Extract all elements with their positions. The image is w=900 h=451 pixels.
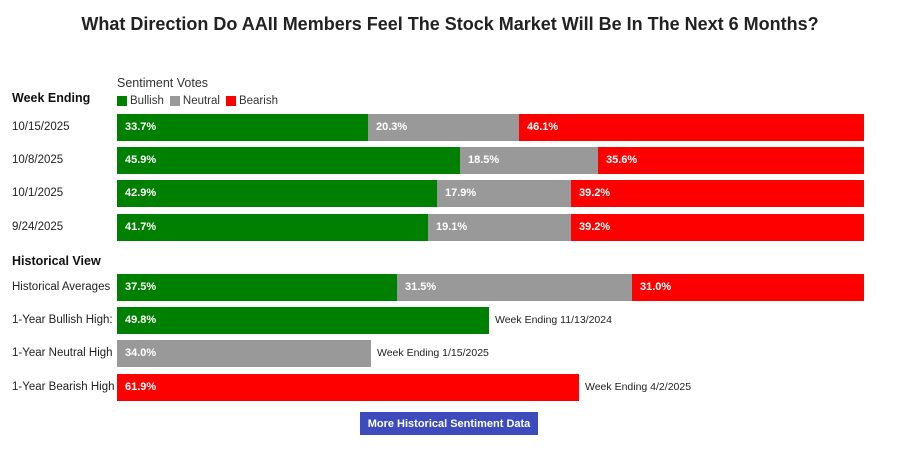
historical-averages-bar: 37.5% 31.5% 31.0% (117, 274, 864, 301)
chart-title: What Direction Do AAII Members Feel The … (81, 14, 819, 34)
more-historical-data-button[interactable]: More Historical Sentiment Data (360, 412, 538, 435)
neutral-segment: 20.3% (368, 114, 519, 141)
bullish-segment: 37.5% (117, 274, 397, 301)
bullish-segment: 41.7% (117, 214, 428, 241)
weekly-bar: 33.7% 20.3% 46.1% (117, 114, 864, 141)
bullish-high-note: Week Ending 11/13/2024 (495, 314, 612, 326)
bearish-segment: 46.1% (519, 114, 864, 141)
historical-view-heading: Historical View (12, 254, 101, 268)
week-label: 9/24/2025 (12, 221, 64, 233)
week-label: 10/8/2025 (12, 154, 64, 166)
week-ending-heading: Week Ending (12, 91, 91, 105)
bearish-high-bar: 61.9% (117, 374, 579, 401)
legend-item-bullish: Bullish (117, 95, 164, 107)
neutral-high-bar: 34.0% (117, 340, 371, 367)
weekly-bar: 42.9% 17.9% 39.2% (117, 180, 864, 207)
bearish-segment: 39.2% (571, 214, 864, 241)
legend-title: Sentiment Votes (117, 76, 209, 90)
bullish-high-bar: 49.8% (117, 307, 489, 334)
legend-item-bearish: Bearish (225, 95, 278, 107)
neutral-segment: 19.1% (428, 214, 571, 241)
legend: Bullish Neutral Bearish (117, 95, 278, 107)
neutral-segment: 17.9% (437, 180, 571, 207)
bearish-segment: 31.0% (632, 274, 864, 301)
bullish-segment: 45.9% (117, 147, 460, 174)
neutral-high-label: 1-Year Neutral High (12, 347, 113, 359)
legend-swatch-bullish (117, 96, 127, 106)
bearish-segment: 35.6% (598, 147, 864, 174)
weekly-bar: 41.7% 19.1% 39.2% (117, 214, 864, 241)
bearish-high-note: Week Ending 4/2/2025 (585, 381, 692, 393)
legend-label-bullish: Bullish (130, 95, 164, 107)
bullish-segment: 42.9% (117, 180, 437, 207)
legend-label-neutral: Neutral (182, 95, 220, 107)
neutral-segment: 31.5% (397, 274, 632, 301)
legend-swatch-bearish (225, 96, 236, 106)
legend-label-bearish: Bearish (238, 95, 278, 107)
week-label: 10/1/2025 (12, 187, 64, 199)
historical-averages-label: Historical Averages (12, 281, 111, 293)
weekly-bar: 45.9% 18.5% 35.6% (117, 147, 864, 174)
bearish-high-label: 1-Year Bearish High (12, 381, 115, 393)
bearish-segment: 39.2% (571, 180, 864, 207)
neutral-high-note: Week Ending 1/15/2025 (377, 347, 489, 359)
bullish-segment: 33.7% (117, 114, 368, 141)
week-label: 10/15/2025 (12, 121, 70, 133)
legend-item-neutral: Neutral (169, 95, 220, 107)
legend-swatch-neutral (169, 96, 180, 106)
bullish-high-label: 1-Year Bullish High: (12, 314, 113, 326)
neutral-segment: 18.5% (460, 147, 598, 174)
